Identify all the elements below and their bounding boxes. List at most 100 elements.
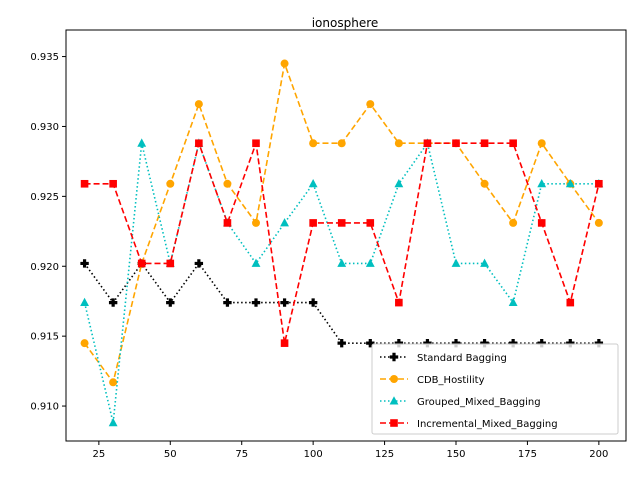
legend-entry: Incremental_Mixed_Bagging [380, 419, 558, 430]
data-point [366, 219, 375, 227]
data-point [223, 179, 232, 188]
legend-box [371, 343, 619, 435]
data-point [252, 218, 260, 227]
data-point [80, 297, 89, 307]
data-point [423, 139, 432, 148]
data-point [366, 338, 375, 348]
axes-frame [65, 29, 627, 442]
data-point [594, 338, 604, 348]
data-point [480, 338, 489, 348]
data-point [194, 100, 203, 109]
data-point [508, 297, 518, 307]
data-point [452, 139, 460, 148]
data-point [194, 259, 204, 268]
data-point [565, 178, 575, 188]
data-point [337, 219, 346, 227]
data-point [537, 139, 546, 148]
data-point [252, 139, 260, 148]
data-point [166, 298, 175, 307]
data-point [594, 218, 603, 227]
data-point [365, 258, 375, 267]
x-tick-label: 100 [304, 449, 323, 460]
data-point [394, 338, 404, 348]
data-point [480, 179, 489, 188]
legend-label: Incremental_Mixed_Bagging [417, 419, 558, 430]
data-point [137, 138, 147, 147]
data-point [108, 418, 118, 427]
data-point [251, 258, 261, 267]
data-point [394, 178, 404, 188]
data-point [509, 218, 518, 227]
data-point [451, 258, 461, 267]
data-point [509, 139, 517, 148]
data-point [80, 259, 89, 268]
chart-title: ionosphere [312, 16, 379, 30]
data-point [566, 338, 575, 348]
x-tick-label: 125 [375, 449, 394, 460]
data-point [80, 179, 89, 188]
legend-marker [389, 396, 399, 405]
data-point [480, 139, 489, 148]
data-point [308, 298, 318, 307]
data-point [451, 338, 461, 348]
legend-label: Standard Bagging [417, 353, 507, 364]
data-point [595, 179, 603, 188]
legend-entry: Grouped_Mixed_Bagging [380, 396, 541, 408]
x-tick-label: 75 [235, 449, 248, 460]
data-point [80, 339, 89, 348]
data-point [109, 179, 117, 188]
x-tick-label: 200 [589, 449, 608, 460]
y-tick-label: 0.925 [30, 192, 59, 203]
data-point [337, 139, 346, 148]
y-tick-label: 0.920 [30, 262, 59, 273]
data-point [108, 298, 118, 307]
data-point [137, 259, 146, 268]
data-point [395, 298, 403, 307]
data-point [508, 338, 518, 348]
data-point [537, 338, 546, 348]
axes: 25 50 75 100 125 150 175 200 0.910 0.915 0.920 0.92… [30, 29, 627, 460]
legend-label: Grouped_Mixed_Bagging [417, 397, 541, 408]
y-tick-label: 0.935 [30, 52, 59, 63]
data-point [280, 298, 289, 307]
data-point [166, 259, 175, 268]
data-point [308, 178, 318, 188]
x-tick-label: 175 [518, 449, 537, 460]
y-tick-label: 0.930 [30, 122, 59, 133]
x-tick-label: 50 [164, 449, 177, 460]
series-4 [80, 139, 603, 347]
legend: Standard Bagging CDB_Hostility Grouped_Mix… [371, 343, 619, 435]
data-point [280, 218, 289, 227]
legend-marker [390, 375, 398, 383]
y-tick-label: 0.915 [30, 332, 59, 343]
data-point [366, 100, 375, 109]
data-point [537, 219, 546, 227]
data-point [394, 139, 403, 148]
data-point [537, 178, 547, 188]
legend-marker [389, 352, 399, 362]
data-point [195, 139, 203, 148]
series-2 [80, 59, 603, 387]
data-point [480, 258, 489, 267]
x-tick-label: 25 [92, 449, 105, 460]
legend-entry: Standard Bagging [380, 352, 507, 364]
plot-area [80, 59, 604, 427]
data-point [309, 219, 317, 227]
data-point [337, 338, 346, 348]
data-point [223, 219, 232, 227]
data-point [223, 298, 232, 307]
x-tick-label: 150 [446, 449, 465, 460]
data-point [337, 258, 347, 267]
y-tick-label: 0.910 [30, 402, 59, 413]
data-point [280, 339, 289, 347]
data-point [566, 298, 575, 307]
legend-entry: CDB_Hostility [380, 375, 485, 386]
data-point [309, 139, 318, 148]
data-point [251, 298, 261, 307]
legend-label: CDB_Hostility [417, 375, 485, 386]
data-point [280, 59, 289, 68]
data-point [166, 179, 175, 188]
data-point [423, 338, 432, 348]
legend-marker [390, 419, 398, 427]
